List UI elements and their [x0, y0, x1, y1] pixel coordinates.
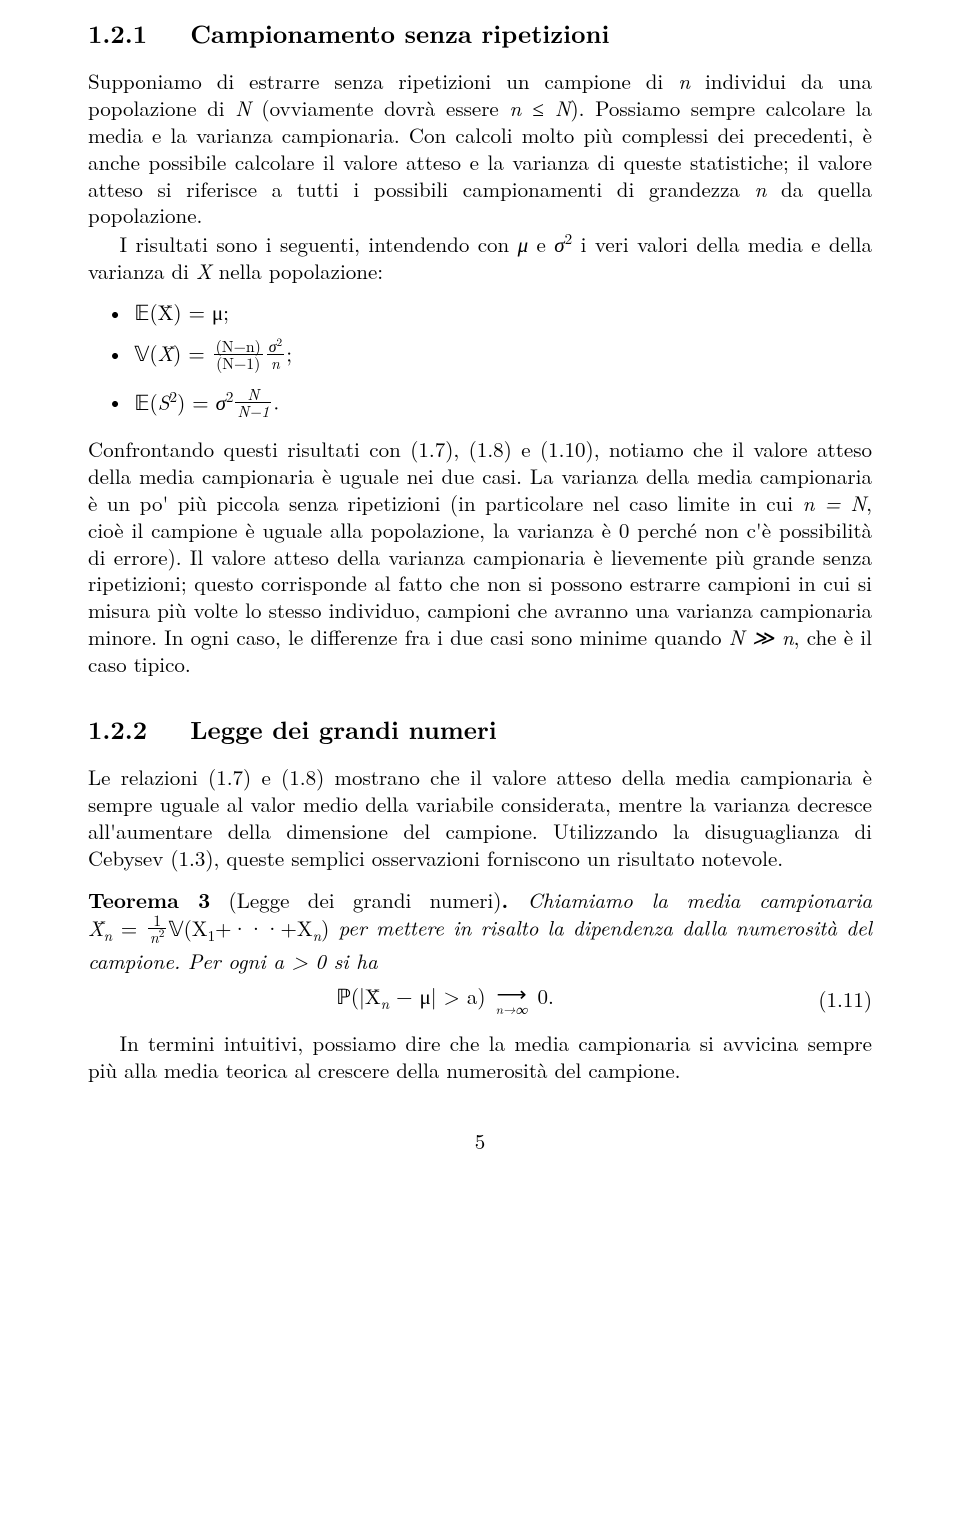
section-number: 1.2.2 [88, 712, 147, 747]
theorem-head: Teorema 3 [88, 885, 210, 915]
section-title: Campionamento senza ripetizioni [190, 16, 609, 51]
arrow-limit: ⟶n→∞ [496, 984, 528, 1016]
paragraph-4: Le relazioni (1.7) e (1.8) mostrano che … [88, 764, 872, 872]
list-item: 𝕍(X̄) = (N−n)(N−1)σ2n; [134, 340, 872, 374]
section-heading-2: 1.2.2 Legge dei grandi numeri [88, 714, 872, 746]
page-number: 5 [88, 1128, 872, 1155]
paragraph-1: Supponiamo di estrarre senza ripetizioni… [88, 68, 872, 229]
theorem: Teorema 3 (Legge dei grandi numeri). Chi… [88, 887, 872, 975]
formula-expectation-s2: 𝔼(S2) = σ2NN−1 [134, 387, 273, 417]
paragraph-3: Confrontando questi risultati con (1.7),… [88, 436, 872, 678]
paragraph-5: In termini intuitivi, possiamo dire che … [88, 1030, 872, 1084]
list-item: 𝔼(S2) = σ2NN−1. [134, 388, 872, 422]
formula-expectation-xbar: 𝔼(X̄) = μ; [134, 297, 229, 327]
section-number: 1.2.1 [88, 16, 147, 51]
display-equation: ℙ(|X̄n − μ| > a) ⟶n→∞ 0. (1.11) [88, 983, 872, 1016]
result-list: 𝔼(X̄) = μ; 𝕍(X̄) = (N−n)(N−1)σ2n; 𝔼(S2) … [88, 299, 872, 422]
section-heading-1: 1.2.1 Campionamento senza ripetizioni [88, 18, 872, 50]
paragraph-2: I risultati sono i seguenti, intendendo … [88, 231, 872, 285]
list-item: 𝔼(X̄) = μ; [134, 299, 872, 326]
equation-body: ℙ(|X̄n − μ| > a) ⟶n→∞ 0. [88, 983, 802, 1016]
section-title: Legge dei grandi numeri [190, 712, 496, 747]
formula-variance-xbar: 𝕍(X̄) = (N−n)(N−1)σ2n [134, 338, 286, 368]
page: 1.2.1 Campionamento senza ripetizioni Su… [0, 0, 960, 1194]
equation-number: (1.11) [802, 986, 872, 1013]
